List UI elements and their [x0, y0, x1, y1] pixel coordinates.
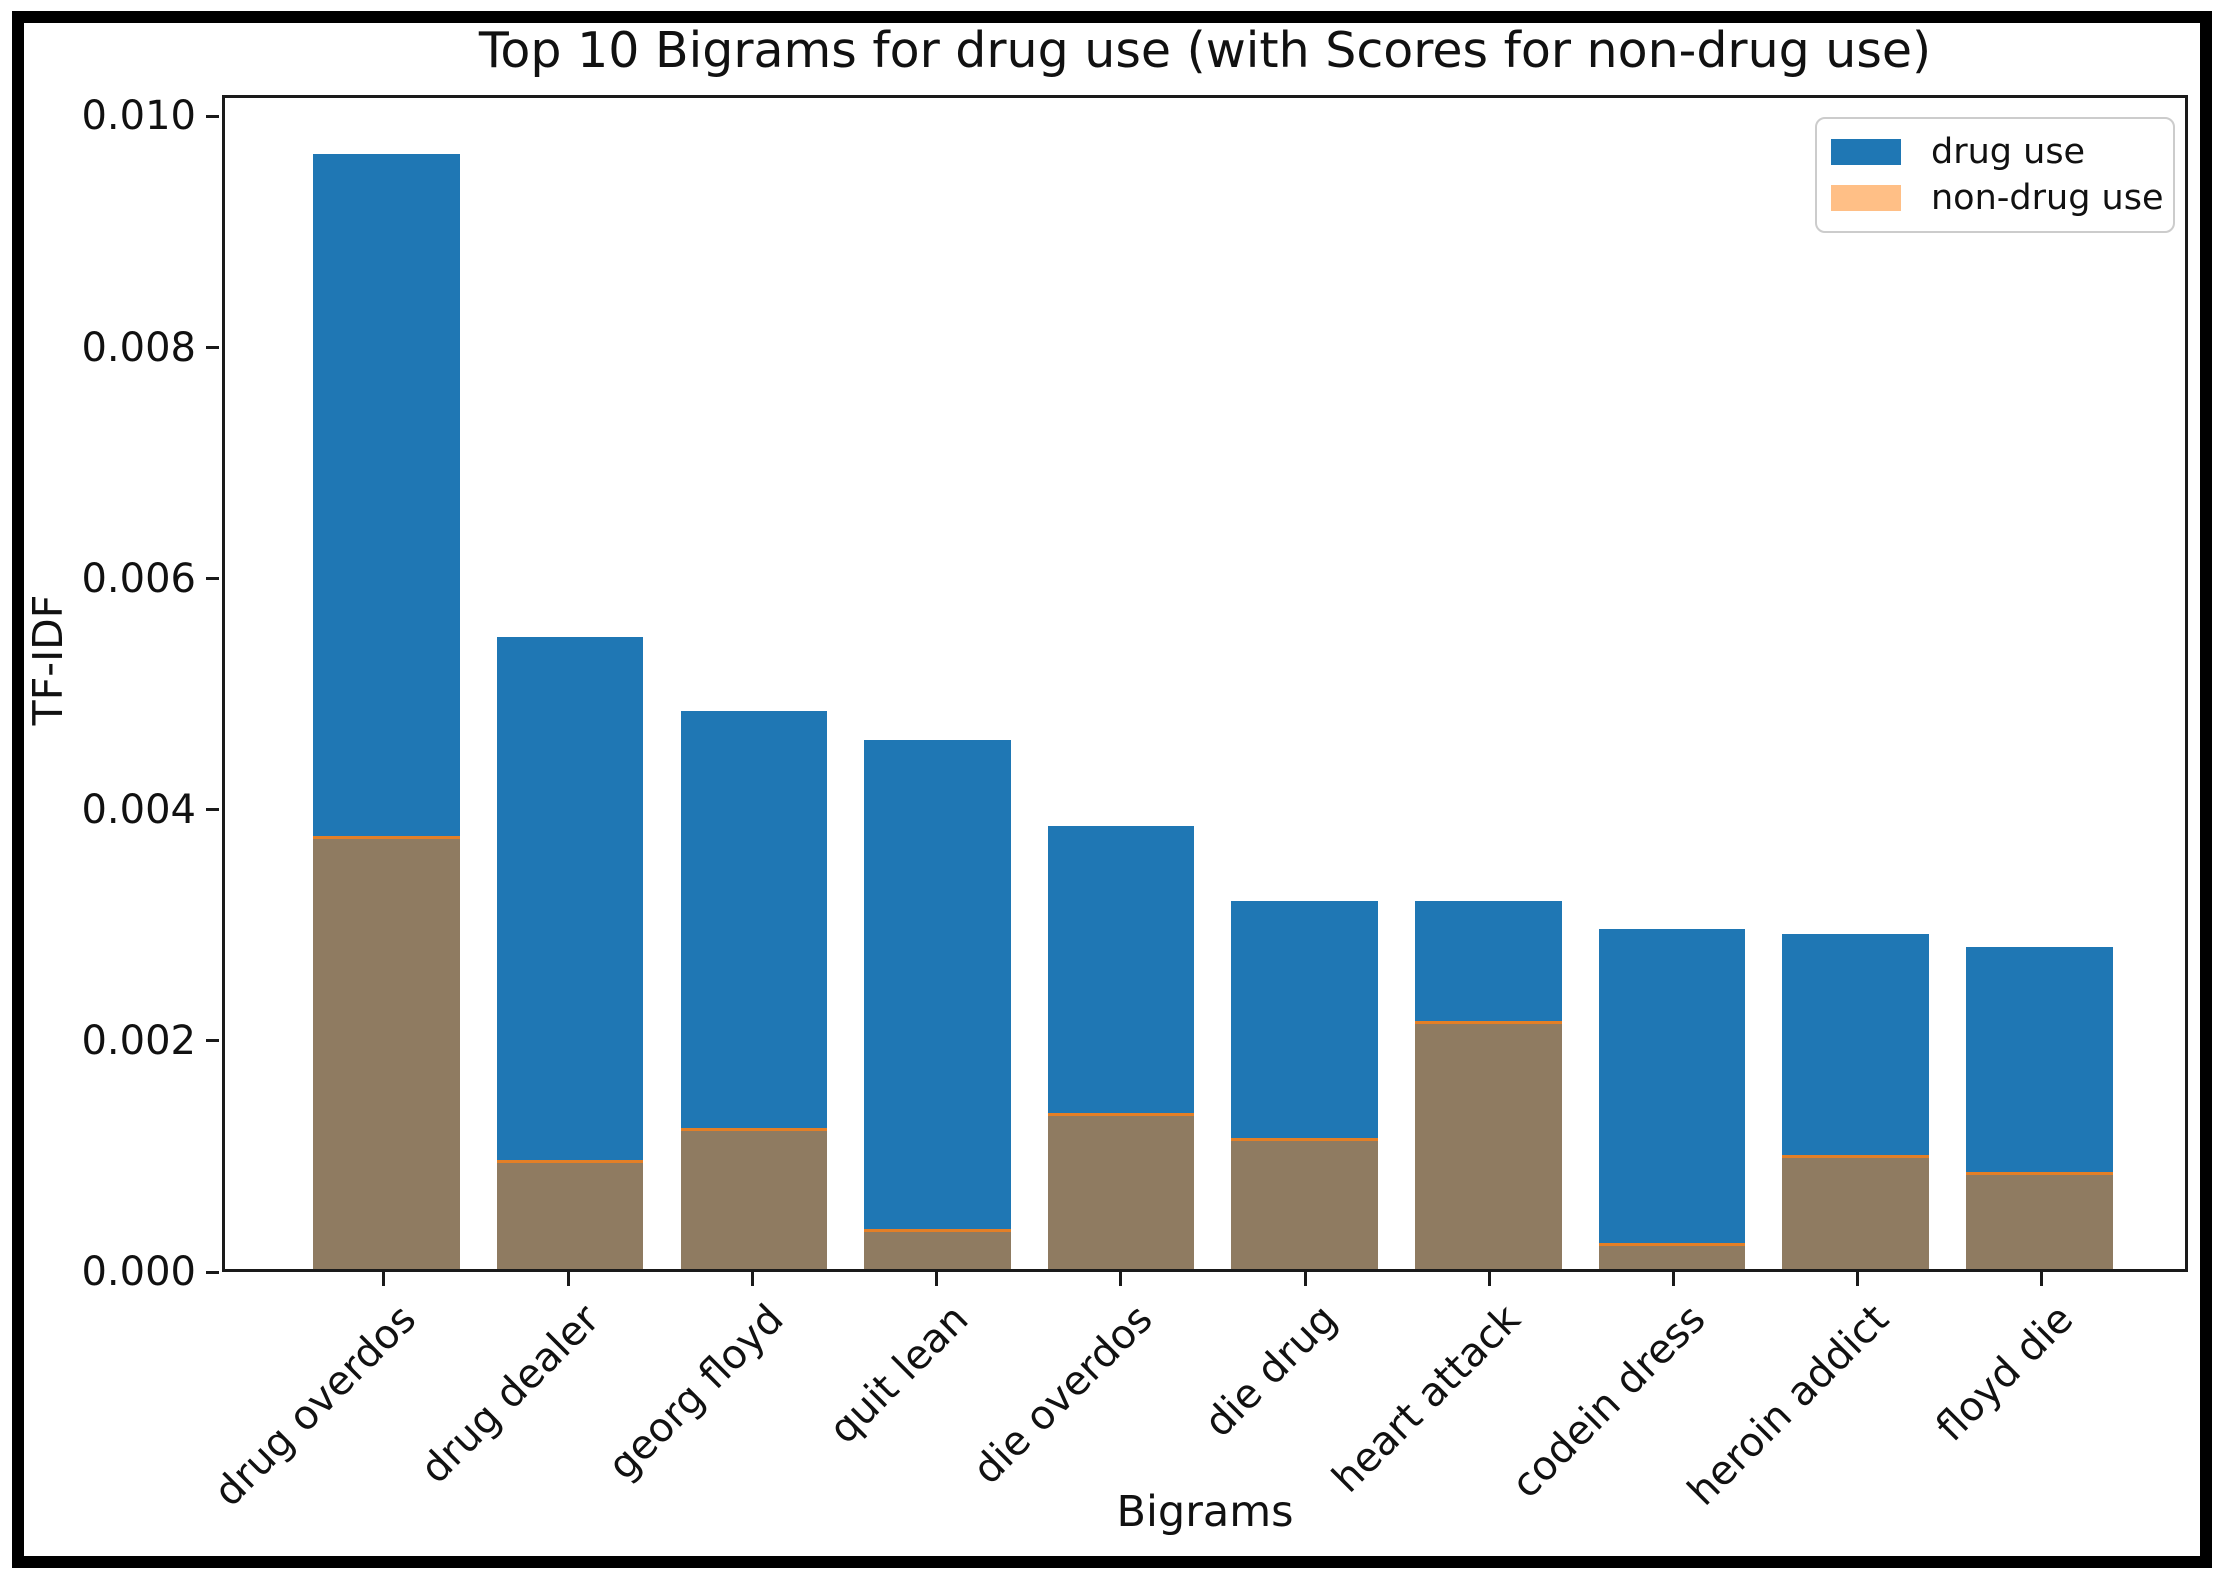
bar-group-die-drug [1231, 98, 1379, 1269]
y-tick-label: 0.006 [81, 555, 196, 602]
x-tick-mark [566, 1272, 570, 1286]
x-tick-mark [1856, 1272, 1860, 1286]
bar-group-georg-floyd [680, 98, 828, 1269]
y-tick-mark [206, 1039, 219, 1043]
y-tick-label: 0.004 [81, 786, 196, 833]
bar-non-drug-use [1598, 1242, 1746, 1269]
bar-non-drug-use [1966, 1172, 2113, 1269]
bar-group-drug-overdos [313, 98, 460, 1269]
bar-group-die-overdos [1047, 98, 1195, 1269]
x-tick-mark [1303, 1272, 1307, 1286]
y-tick-mark [206, 114, 219, 118]
chart-title: Top 10 Bigrams for drug use (with Scores… [478, 22, 1932, 79]
x-tick-mark [1487, 1272, 1491, 1286]
bar-group-heroin-addict [1782, 98, 1929, 1269]
plot-area [222, 95, 2188, 1272]
bar-non-drug-use [1231, 1137, 1379, 1269]
y-axis-label: TF-IDF [24, 594, 72, 726]
bar-group-drug-dealer [496, 98, 644, 1269]
legend-item-drug-use: drug use [1831, 132, 2159, 172]
x-tick-mark [935, 1272, 939, 1286]
bar-non-drug-use [1047, 1112, 1195, 1269]
legend: drug use non-drug use [1815, 117, 2175, 233]
y-tick-label: 0.002 [81, 1017, 196, 1064]
y-tick-mark [206, 808, 219, 812]
legend-label-non-drug-use: non-drug use [1931, 178, 2164, 218]
bar-non-drug-use [680, 1127, 828, 1269]
bar-non-drug-use [1782, 1155, 1929, 1269]
bar-non-drug-use [1415, 1020, 1562, 1269]
bar-non-drug-use [313, 835, 460, 1269]
y-tick-mark [206, 577, 219, 581]
x-tick-mark [1119, 1272, 1123, 1286]
bar-drug-use [864, 740, 1011, 1269]
bar-group-floyd-die [1966, 98, 2113, 1269]
bar-group-codein-dress [1598, 98, 1746, 1269]
bar-non-drug-use [864, 1228, 1011, 1269]
y-tick-label: 0.010 [81, 93, 196, 140]
bar-non-drug-use [496, 1159, 644, 1269]
bar-group-quit-lean [864, 98, 1011, 1269]
y-tick-mark [206, 1270, 219, 1274]
legend-swatch-drug-use [1831, 139, 1901, 165]
bar-group-heart-attack [1415, 98, 1562, 1269]
x-axis-label: Bigrams [1116, 1487, 1294, 1537]
legend-label-drug-use: drug use [1931, 132, 2086, 172]
x-tick-mark [2040, 1272, 2044, 1286]
x-tick-mark [382, 1272, 386, 1286]
x-tick-mark [1671, 1272, 1675, 1286]
y-tick-label: 0.008 [81, 324, 196, 371]
legend-item-non-drug-use: non-drug use [1831, 178, 2164, 218]
y-tick-label: 0.000 [81, 1249, 196, 1295]
x-tick-mark [750, 1272, 754, 1286]
y-tick-mark [206, 346, 219, 349]
legend-swatch-non-drug-use [1831, 185, 1901, 211]
bar-drug-use [1598, 928, 1746, 1269]
